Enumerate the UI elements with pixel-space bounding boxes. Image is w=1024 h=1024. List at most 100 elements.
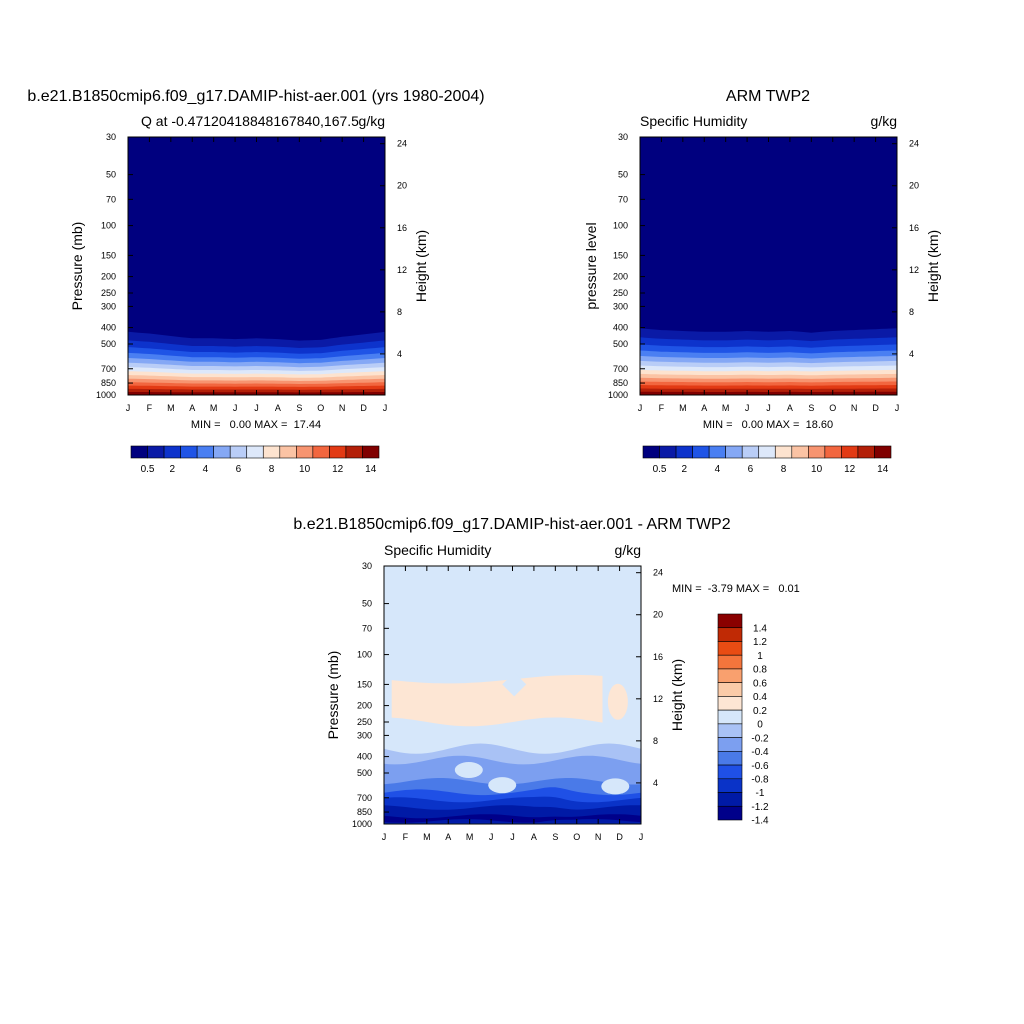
y-tick-label: 200 <box>613 272 628 282</box>
colorbar-swatch <box>296 445 314 459</box>
colorbar-swatch <box>675 445 693 459</box>
panel-model-axes: J F M A M J J A S O N D J 30 50 70 100 150 200 250 300 400 500… <box>96 132 407 413</box>
y-tick-label: 150 <box>101 250 116 260</box>
y-right-tick-label: 12 <box>909 265 919 275</box>
colorbar-label: 14 <box>365 464 377 475</box>
colorbar-label: 2 <box>682 464 688 475</box>
y-right-tick-label: 8 <box>909 307 914 317</box>
panel-diff-field <box>384 566 641 824</box>
panel-model-units: g/kg <box>359 113 385 129</box>
colorbar-label: -1 <box>756 788 765 799</box>
field-contour-band <box>502 672 527 697</box>
y-tick-label: 300 <box>357 730 372 740</box>
x-tick-label: A <box>701 403 707 413</box>
y-right-tick-label: 20 <box>397 181 407 191</box>
y-tick-label: 150 <box>357 679 372 689</box>
colorbar-swatch <box>824 445 842 459</box>
y-tick-label: 700 <box>613 364 628 374</box>
x-tick-label: A <box>275 403 281 413</box>
panel-model-title: b.e21.B1850cmip6.f09_g17.DAMIP-hist-aer.… <box>27 88 484 105</box>
colorbar-swatch <box>717 613 743 629</box>
x-tick-label: O <box>573 832 580 842</box>
y-right-tick-label: 4 <box>653 778 658 788</box>
x-tick-label: M <box>210 403 218 413</box>
colorbar-label: 0.5 <box>141 464 155 475</box>
x-tick-label: J <box>383 403 388 413</box>
x-tick-label: J <box>489 832 494 842</box>
colorbar-label: 4 <box>203 464 209 475</box>
y-right-tick-label: 20 <box>653 610 663 620</box>
colorbar-swatch <box>717 723 743 738</box>
y-tick-label: 30 <box>618 132 628 142</box>
colorbar-label: 1 <box>757 651 763 662</box>
x-tick-label: F <box>659 403 665 413</box>
colorbar-label: 10 <box>299 464 311 475</box>
colorbar-swatch <box>717 696 743 711</box>
panel-model-ylabel: Pressure (mb) <box>69 222 85 311</box>
field-contour-band <box>391 675 603 727</box>
colorbar-label: 14 <box>877 464 889 475</box>
field-contour-band <box>488 777 517 794</box>
colorbar-swatch <box>180 445 198 459</box>
colorbar-label: 0.5 <box>653 464 667 475</box>
y-tick-label: 100 <box>357 650 372 660</box>
x-tick-label: N <box>851 403 858 413</box>
colorbar-label: -0.2 <box>751 733 769 744</box>
colorbar-label: -0.8 <box>751 774 769 785</box>
y-tick-label: 50 <box>362 599 372 609</box>
colorbar-swatch <box>130 445 148 459</box>
y-tick-label: 700 <box>357 793 372 803</box>
colorbar-swatch <box>717 641 743 656</box>
colorbar-swatch <box>808 445 826 459</box>
x-tick-label: A <box>445 832 451 842</box>
y-tick-label: 200 <box>357 701 372 711</box>
y-tick-label: 200 <box>101 272 116 282</box>
panel-obs-axes: J F M A M J J A S O N D J 30 50 70 100 150 200 250 300 400 500… <box>608 132 919 413</box>
colorbar-swatch <box>262 445 281 459</box>
x-tick-label: M <box>679 403 687 413</box>
panel-model-colorbar: 0.5 2 4 6 8 10 12 14 <box>130 445 380 475</box>
colorbar-label: 0.4 <box>753 692 767 703</box>
x-tick-label: M <box>167 403 175 413</box>
panel-diff-colorbar: 1.4 1.2 1 0.8 0.6 0.4 0.2 0 -0.2 -0.4 -0.6 -0.8 -1 -1… <box>717 613 769 827</box>
y-right-tick-label: 4 <box>909 349 914 359</box>
y-tick-label: 300 <box>101 301 116 311</box>
y-tick-label: 70 <box>618 194 628 204</box>
y-tick-label: 250 <box>613 288 628 298</box>
panel-model-stats: MIN = 0.00 MAX = 17.44 <box>191 419 321 431</box>
x-tick-label: A <box>189 403 195 413</box>
colorbar-label: 12 <box>332 464 344 475</box>
colorbar-label: 1.4 <box>753 623 767 634</box>
x-tick-label: J <box>638 403 643 413</box>
x-tick-label: A <box>787 403 793 413</box>
y-right-tick-label: 16 <box>909 223 919 233</box>
y-right-tick-label: 16 <box>653 652 663 662</box>
panel-diff-title: b.e21.B1850cmip6.f09_g17.DAMIP-hist-aer.… <box>293 516 730 533</box>
panel-diff-units: g/kg <box>615 542 641 558</box>
y-tick-label: 100 <box>613 221 628 231</box>
y-tick-label: 1000 <box>352 819 372 829</box>
y-tick-label: 30 <box>106 132 116 142</box>
colorbar-swatch <box>717 778 743 793</box>
panel-model-left-string: Q at -0.47120418848167840,167.5 <box>141 113 359 129</box>
y-right-tick-label: 8 <box>397 307 402 317</box>
y-right-tick-label: 4 <box>397 349 402 359</box>
panel-obs: ARM TWP2 Specific Humidity g/kg J F M A M J J A… <box>583 88 941 475</box>
x-tick-label: D <box>360 403 367 413</box>
x-tick-label: J <box>639 832 644 842</box>
y-tick-label: 850 <box>357 807 372 817</box>
x-tick-label: J <box>254 403 259 413</box>
x-tick-label: D <box>872 403 879 413</box>
colorbar-swatch <box>717 654 743 670</box>
colorbar-swatch <box>717 737 743 752</box>
panel-obs-ylabel: pressure level <box>583 222 599 309</box>
field-contour-band <box>454 761 483 778</box>
y-right-tick-label: 16 <box>397 223 407 233</box>
x-tick-label: F <box>147 403 153 413</box>
y-tick-label: 250 <box>357 717 372 727</box>
x-tick-label: J <box>233 403 238 413</box>
panel-diff-ylabel-right: Height (km) <box>669 659 685 731</box>
panel-model-field <box>128 137 385 395</box>
panel-diff-ylabel: Pressure (mb) <box>325 651 341 740</box>
x-tick-label: N <box>339 403 346 413</box>
